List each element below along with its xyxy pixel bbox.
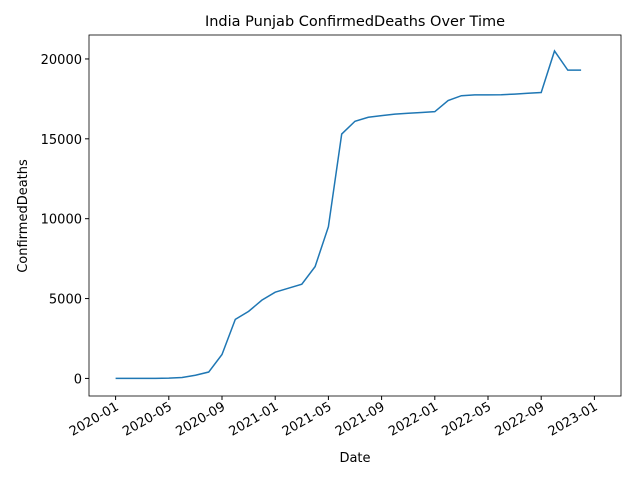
y-tick-label: 20000 [41, 53, 82, 68]
data-line [115, 49, 582, 380]
x-tick-label: 2022-01 [386, 399, 441, 439]
x-tick-label: 2020-05 [120, 399, 175, 439]
x-tick-label: 2020-01 [67, 399, 122, 439]
y-tick-label: 0 [74, 372, 82, 387]
y-tick-label: 15000 [41, 133, 82, 148]
x-tick-label: 2023-01 [546, 399, 601, 439]
x-axis-label: Date [339, 451, 370, 466]
x-tick-label: 2021-01 [227, 399, 282, 439]
y-tick-label: 10000 [41, 213, 82, 228]
plot-frame [88, 34, 622, 397]
x-tick-label: 2021-09 [333, 399, 388, 439]
x-tick-label: 2022-05 [439, 399, 494, 439]
x-tick-label: 2021-05 [280, 399, 335, 439]
y-tick-label: 5000 [49, 293, 82, 308]
chart-title: India Punjab ConfirmedDeaths Over Time [205, 14, 505, 30]
y-axis-label: ConfirmedDeaths [16, 159, 31, 273]
x-tick-label: 2022-09 [493, 399, 548, 439]
x-tick-label: 2020-09 [173, 399, 228, 439]
